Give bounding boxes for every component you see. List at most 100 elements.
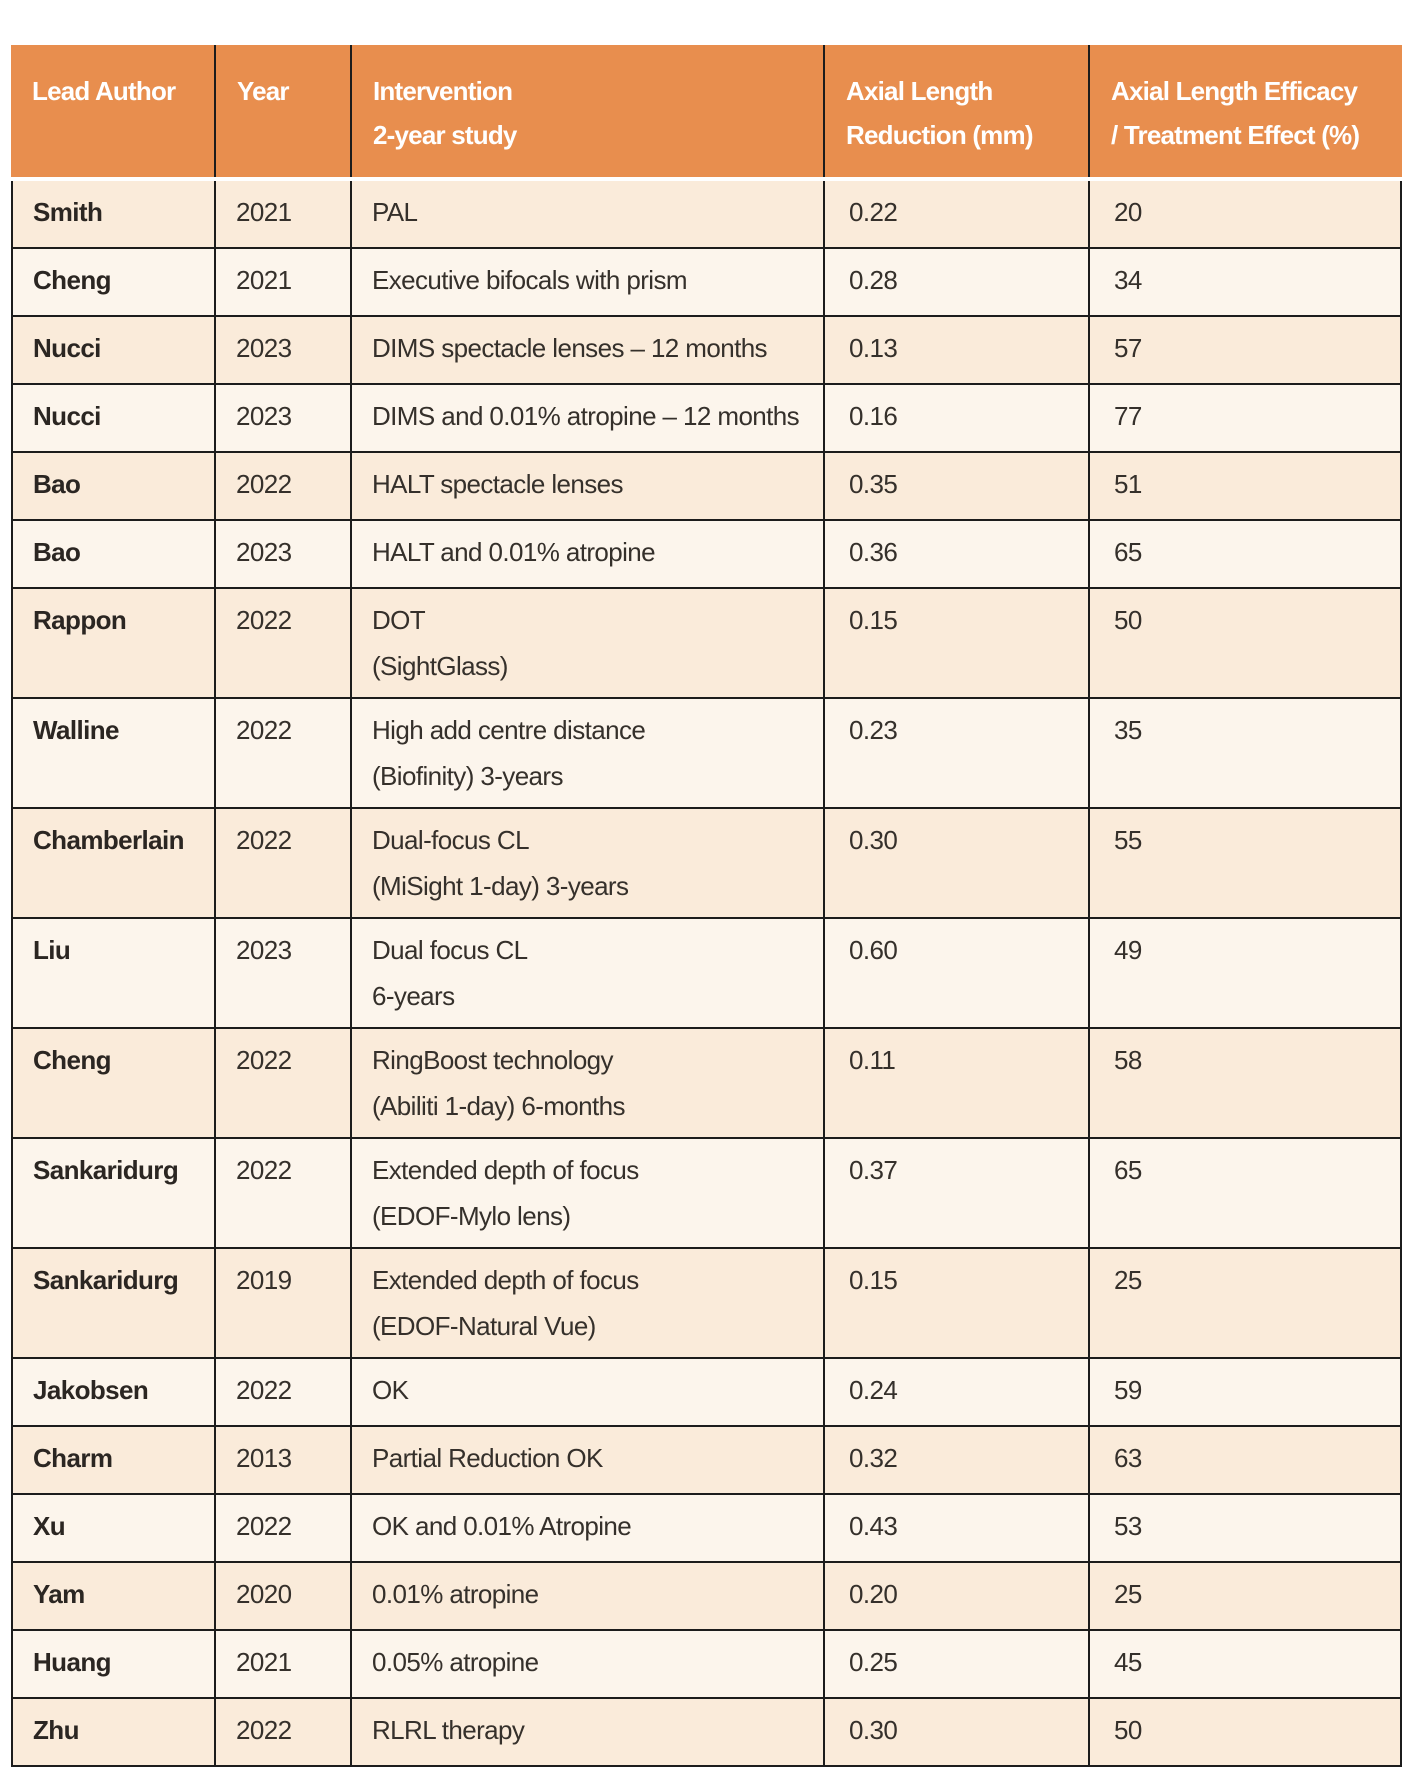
lead-author-cell: Liu [33, 935, 71, 965]
intervention-line: Dual-focus CL [372, 825, 530, 855]
intervention-line: OK and 0.01% Atropine [372, 1511, 632, 1541]
table-row: Cheng 2021 Executive bifocals with prism 0.… [13, 247, 1400, 315]
intervention-line: (Abiliti 1-day) 6-months [372, 1091, 626, 1121]
header-label-line: Lead Author [32, 76, 176, 106]
intervention-line: Extended depth of focus [372, 1155, 639, 1185]
efficacy-cell: 65 [1088, 1139, 1400, 1247]
axial-reduction-cell: 0.22 [823, 181, 1088, 247]
study-results-table: Lead Author Year Intervention 2-year study A… [11, 45, 1402, 1767]
intervention-cell: HALT and 0.01% atropine [350, 521, 823, 587]
header-label-line: Axial Length [846, 76, 993, 106]
table-row: Yam 2020 0.01% atropine 0.20 25 [13, 1561, 1400, 1629]
table-row: Smith 2021 PAL 0.22 20 [13, 181, 1400, 247]
intervention-line: DIMS and 0.01% atropine – 12 months [372, 401, 800, 431]
year-cell: 2022 [214, 809, 350, 917]
intervention-line: Partial Reduction OK [372, 1443, 603, 1473]
year-cell: 2022 [214, 1359, 350, 1425]
axial-reduction-cell: 0.11 [823, 1029, 1088, 1137]
lead-author-cell: Nucci [33, 401, 101, 431]
table-row: Jakobsen 2022 OK 0.24 59 [13, 1357, 1400, 1425]
table-body: Smith 2021 PAL 0.22 20 Cheng 2021 Executive bif… [11, 181, 1402, 1767]
header-cell-axial-length-efficacy: Axial Length Efficacy / Treatment Effect … [1088, 45, 1402, 177]
axial-reduction-cell: 0.60 [823, 919, 1088, 1027]
intervention-line: High add centre distance [372, 715, 646, 745]
axial-reduction-cell: 0.20 [823, 1563, 1088, 1629]
efficacy-cell: 51 [1088, 453, 1400, 519]
intervention-line: 0.01% atropine [372, 1579, 539, 1609]
table-row: Bao 2023 HALT and 0.01% atropine 0.36 65 [13, 519, 1400, 587]
axial-reduction-cell: 0.32 [823, 1427, 1088, 1493]
intervention-cell: OK and 0.01% Atropine [350, 1495, 823, 1561]
efficacy-cell: 34 [1088, 249, 1400, 315]
efficacy-cell: 65 [1088, 521, 1400, 587]
axial-reduction-cell: 0.25 [823, 1631, 1088, 1697]
axial-reduction-cell: 0.23 [823, 699, 1088, 807]
intervention-cell: PAL [350, 181, 823, 247]
year-cell: 2021 [214, 249, 350, 315]
intervention-cell: Executive bifocals with prism [350, 249, 823, 315]
lead-author-cell: Chamberlain [33, 825, 184, 855]
table-row: Nucci 2023 DIMS and 0.01% atropine – 12 mo… [13, 383, 1400, 451]
axial-reduction-cell: 0.37 [823, 1139, 1088, 1247]
intervention-line: Dual focus CL [372, 935, 528, 965]
intervention-line: OK [372, 1375, 409, 1405]
intervention-cell: DIMS and 0.01% atropine – 12 months [350, 385, 823, 451]
table-row: Nucci 2023 DIMS spectacle lenses – 12 mont… [13, 315, 1400, 383]
axial-reduction-cell: 0.13 [823, 317, 1088, 383]
header-cell-intervention: Intervention 2-year study [350, 45, 823, 177]
lead-author-cell: Jakobsen [33, 1375, 149, 1405]
lead-author-cell: Cheng [33, 265, 111, 295]
intervention-line: (SightGlass) [372, 651, 508, 681]
efficacy-cell: 20 [1088, 181, 1400, 247]
year-cell: 2022 [214, 699, 350, 807]
axial-reduction-cell: 0.28 [823, 249, 1088, 315]
intervention-line: Executive bifocals with prism [372, 265, 688, 295]
intervention-line: Extended depth of focus [372, 1265, 639, 1295]
table-row: Zhu 2022 RLRL therapy 0.30 50 [13, 1697, 1400, 1765]
intervention-line: HALT spectacle lenses [372, 469, 624, 499]
efficacy-cell: 55 [1088, 809, 1400, 917]
lead-author-cell: Huang [33, 1647, 111, 1677]
year-cell: 2021 [214, 1631, 350, 1697]
year-cell: 2022 [214, 1139, 350, 1247]
intervention-cell: DIMS spectacle lenses – 12 months [350, 317, 823, 383]
table-row: Bao 2022 HALT spectacle lenses 0.35 51 [13, 451, 1400, 519]
axial-reduction-cell: 0.35 [823, 453, 1088, 519]
intervention-cell: 0.01% atropine [350, 1563, 823, 1629]
table-row: Sankaridurg 2022 Extended depth of focus (E… [13, 1137, 1400, 1247]
header-cell-axial-length-reduction: Axial Length Reduction (mm) [823, 45, 1088, 177]
table-row: Charm 2013 Partial Reduction OK 0.32 63 [13, 1425, 1400, 1493]
intervention-line: RLRL therapy [372, 1715, 525, 1745]
efficacy-cell: 35 [1088, 699, 1400, 807]
lead-author-cell: Rappon [33, 605, 127, 635]
lead-author-cell: Nucci [33, 333, 101, 363]
table-row: Cheng 2022 RingBoost technology (Abiliti 1-… [13, 1027, 1400, 1137]
intervention-line: (EDOF-Natural Vue) [372, 1311, 596, 1341]
intervention-cell: OK [350, 1359, 823, 1425]
year-cell: 2021 [214, 181, 350, 247]
year-cell: 2019 [214, 1249, 350, 1357]
intervention-line: PAL [372, 197, 418, 227]
lead-author-cell: Sankaridurg [33, 1265, 179, 1295]
intervention-line: (EDOF-Mylo lens) [372, 1201, 571, 1231]
efficacy-cell: 50 [1088, 589, 1400, 697]
year-cell: 2022 [214, 453, 350, 519]
intervention-line: 0.05% atropine [372, 1647, 539, 1677]
table-row: Sankaridurg 2019 Extended depth of focus (E… [13, 1247, 1400, 1357]
efficacy-cell: 63 [1088, 1427, 1400, 1493]
header-cell-year: Year [214, 45, 350, 177]
intervention-cell: HALT spectacle lenses [350, 453, 823, 519]
lead-author-cell: Charm [33, 1443, 113, 1473]
lead-author-cell: Bao [33, 469, 81, 499]
header-body-divider [11, 177, 1402, 181]
header-label-line: / Treatment Effect (%) [1111, 120, 1360, 150]
intervention-cell: RLRL therapy [350, 1699, 823, 1765]
lead-author-cell: Cheng [33, 1045, 111, 1075]
table-row: Walline 2022 High add centre distance (Biof… [13, 697, 1400, 807]
intervention-line: 6-years [372, 981, 455, 1011]
efficacy-cell: 58 [1088, 1029, 1400, 1137]
intervention-cell: Partial Reduction OK [350, 1427, 823, 1493]
table-header-row: Lead Author Year Intervention 2-year study A… [11, 45, 1402, 177]
table-row: Huang 2021 0.05% atropine 0.25 45 [13, 1629, 1400, 1697]
intervention-line: DIMS spectacle lenses – 12 months [372, 333, 768, 363]
